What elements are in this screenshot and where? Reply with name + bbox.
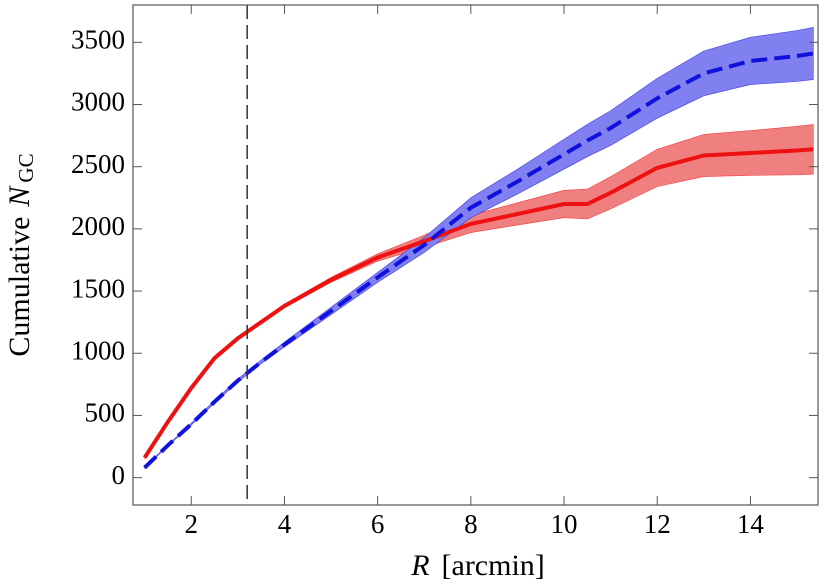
plot-frame — [132, 4, 819, 506]
series-line — [143, 51, 814, 470]
y-tick-label: 500 — [85, 398, 126, 428]
x-tick-label: 14 — [737, 509, 765, 539]
y-tick-label: 1000 — [71, 335, 125, 365]
x-tick-label: 6 — [371, 509, 385, 539]
y-tick-label: 2000 — [71, 211, 125, 241]
x-axis-label: R [arcmin] — [410, 549, 545, 582]
y-tick-label: 3500 — [71, 25, 125, 55]
x-tick-label: 8 — [464, 509, 478, 539]
y-tick-label: 1500 — [71, 273, 125, 303]
x-tick-label: 12 — [644, 509, 671, 539]
y-axis-label: CumulativeNGC — [3, 153, 38, 356]
error-band — [144, 27, 814, 470]
y-tick-label: 3000 — [71, 87, 125, 117]
x-tick-label: 10 — [551, 509, 578, 539]
y-tick-label: 0 — [112, 460, 126, 490]
x-tick-label: 4 — [278, 509, 292, 539]
error-band — [144, 124, 814, 460]
x-tick-label: 2 — [184, 509, 198, 539]
series-line — [142, 147, 814, 459]
y-tick-label: 2500 — [71, 149, 125, 179]
